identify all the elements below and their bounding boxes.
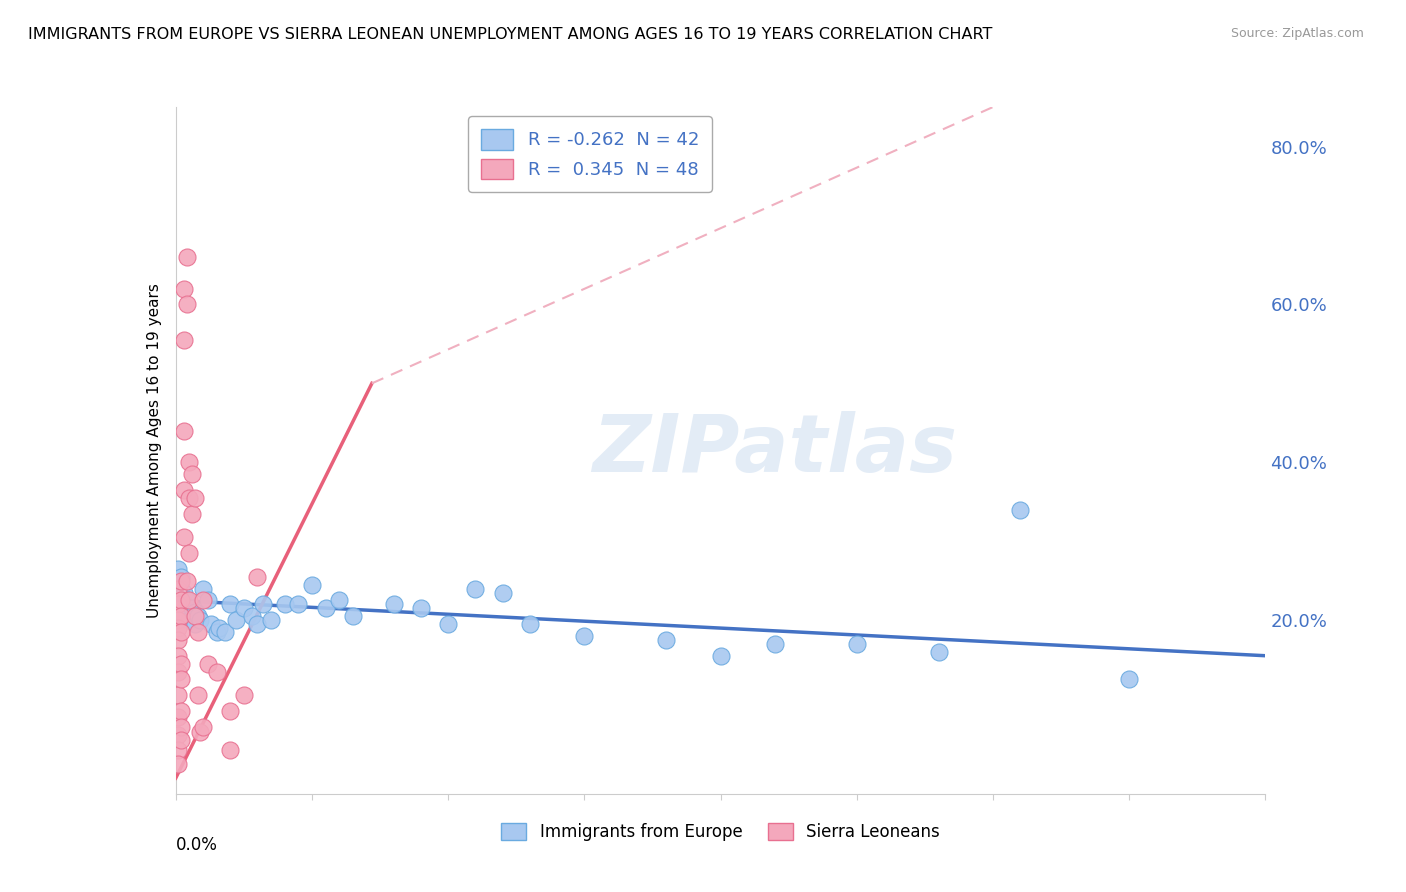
Point [205,665,228,679]
Point [179,613,201,627]
Point [205,625,228,640]
Legend: Immigrants from Europe, Sierra Leoneans: Immigrants from Europe, Sierra Leoneans [495,816,946,847]
Point [181,601,204,615]
Point [240,609,263,624]
Point [246,617,269,632]
Point [287,598,309,612]
Point [179,491,201,505]
Point [845,637,868,651]
Point [170,657,193,671]
Point [173,585,195,599]
Point [167,665,190,679]
Point [167,648,190,663]
Point [191,593,214,607]
Point [167,728,190,742]
Point [167,582,190,596]
Point [186,625,209,640]
Point [186,688,209,702]
Point [188,613,211,627]
Point [219,743,242,757]
Point [437,617,460,632]
Point [173,483,195,497]
Point [170,733,193,747]
Point [167,709,190,723]
Point [179,546,201,560]
Point [167,688,190,702]
Point [186,609,209,624]
Point [184,609,207,624]
Point [184,617,207,632]
Point [170,582,193,596]
Point [315,601,337,615]
Point [655,632,678,647]
Point [382,598,405,612]
Point [167,743,190,757]
Y-axis label: Unemployment Among Ages 16 to 19 years: Unemployment Among Ages 16 to 19 years [146,283,162,618]
Point [191,582,214,596]
Point [519,617,541,632]
Point [173,282,195,296]
Point [173,530,195,544]
Point [167,621,190,635]
Point [574,629,596,643]
Point [170,673,193,687]
Point [167,756,190,771]
Point [219,598,242,612]
Point [232,688,254,702]
Point [763,637,786,651]
Point [173,333,195,347]
Point [1010,502,1032,516]
Point [260,613,283,627]
Point [232,601,254,615]
Point [225,613,247,627]
Point [188,725,211,739]
Point [170,593,193,607]
Point [181,507,204,521]
Point [208,621,231,635]
Point [181,467,204,482]
Point [170,625,193,640]
Point [197,593,219,607]
Point [176,297,198,311]
Text: ZIPatlas: ZIPatlas [592,411,957,490]
Point [274,598,297,612]
Point [252,598,274,612]
Point [167,632,190,647]
Point [301,577,323,591]
Point [184,491,207,505]
Text: Source: ZipAtlas.com: Source: ZipAtlas.com [1230,27,1364,40]
Point [246,570,269,584]
Point [176,593,198,607]
Point [170,720,193,734]
Point [200,617,222,632]
Text: 0.0%: 0.0% [176,837,218,855]
Point [179,455,201,469]
Point [409,601,432,615]
Point [464,582,486,596]
Point [179,593,201,607]
Point [176,574,198,588]
Point [219,704,242,718]
Point [170,704,193,718]
Point [170,570,193,584]
Point [167,613,190,627]
Point [928,645,950,659]
Point [214,625,236,640]
Point [179,601,201,615]
Point [173,424,195,438]
Point [167,562,190,576]
Point [710,648,733,663]
Point [328,593,350,607]
Point [342,609,364,624]
Point [170,574,193,588]
Point [184,605,207,619]
Point [1118,673,1140,687]
Point [170,609,193,624]
Point [492,585,515,599]
Point [197,657,219,671]
Point [191,720,214,734]
Point [167,598,190,612]
Text: IMMIGRANTS FROM EUROPE VS SIERRA LEONEAN UNEMPLOYMENT AMONG AGES 16 TO 19 YEARS : IMMIGRANTS FROM EUROPE VS SIERRA LEONEAN… [28,27,993,42]
Point [176,250,198,264]
